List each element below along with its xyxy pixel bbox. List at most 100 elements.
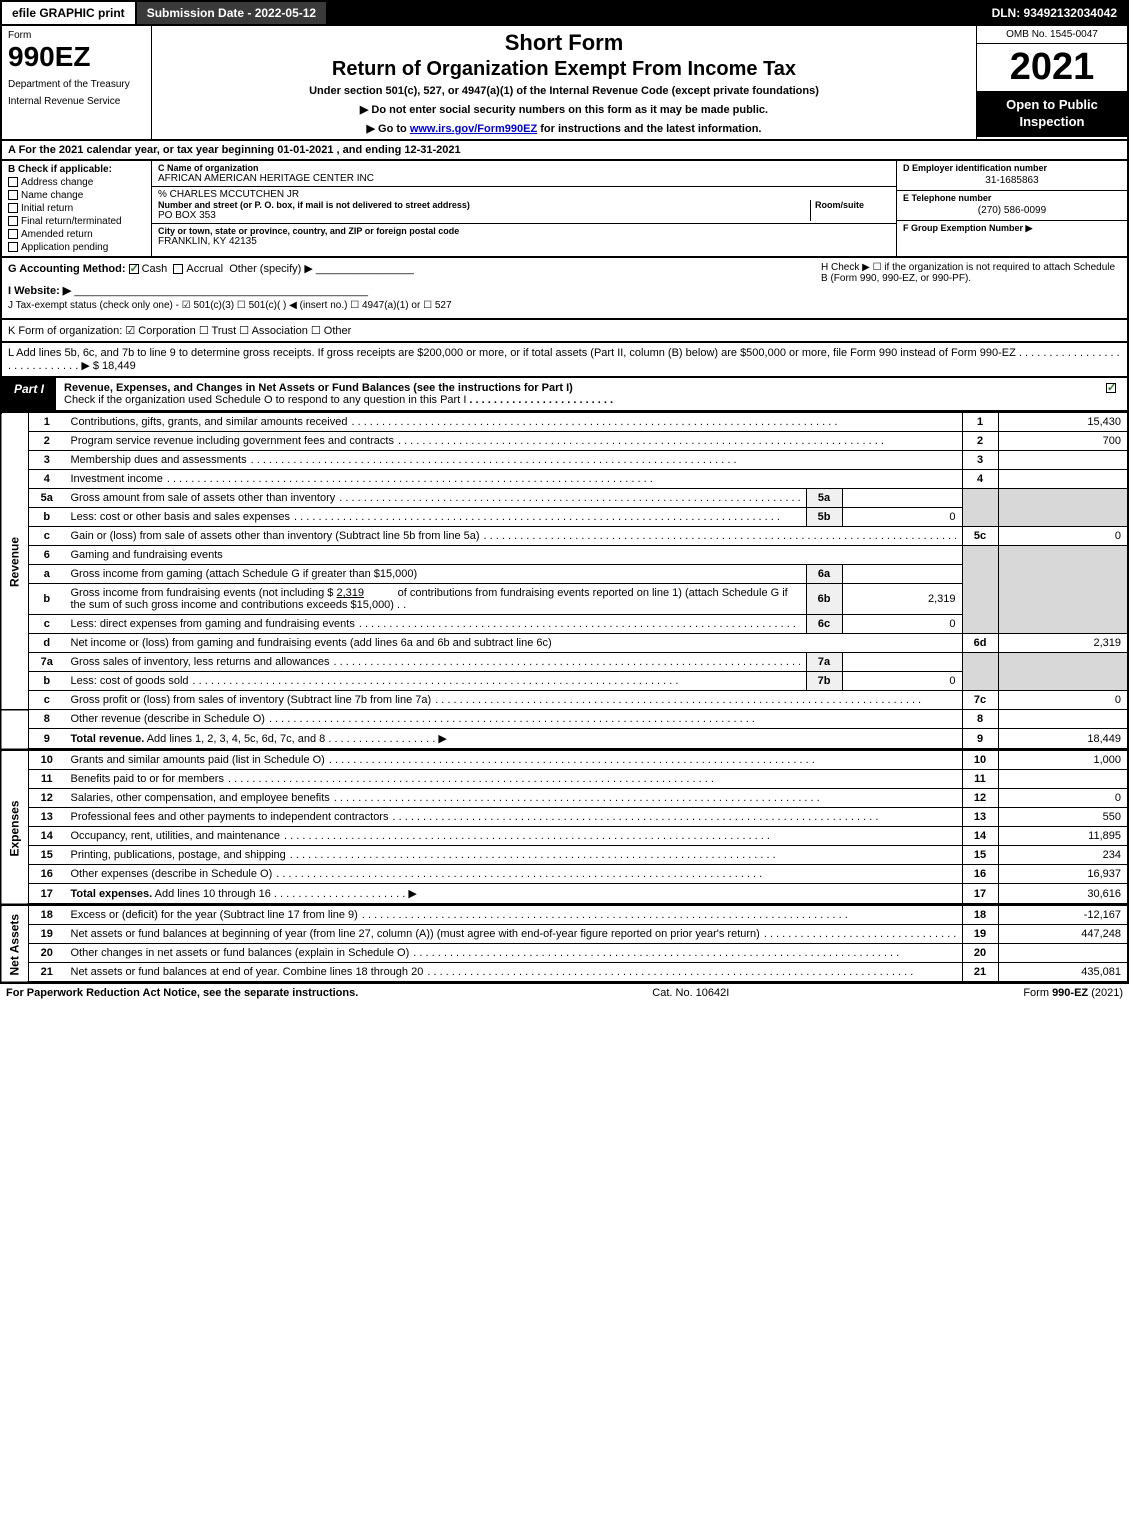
line-7b-num: b <box>29 672 65 691</box>
line-15-ln: 15 <box>962 846 998 865</box>
line-12-desc: Salaries, other compensation, and employ… <box>65 789 963 808</box>
line-3-amount <box>998 451 1128 470</box>
line-7b-sub: 7b <box>806 672 842 691</box>
line-9-amount: 18,449 <box>998 729 1128 750</box>
line-9-desc: Total revenue. Add lines 1, 2, 3, 4, 5c,… <box>65 729 963 750</box>
line-5b-sub: 5b <box>806 508 842 527</box>
care-of: % CHARLES MCCUTCHEN JR <box>158 189 890 200</box>
line-18-amount: -12,167 <box>998 906 1128 925</box>
line-8-desc: Other revenue (describe in Schedule O) <box>65 710 963 729</box>
phone: (270) 586-0099 <box>903 203 1121 218</box>
line-7c-amount: 0 <box>998 691 1128 710</box>
line-21-ln: 21 <box>962 963 998 983</box>
line-8-amount <box>998 710 1128 729</box>
line-6d-desc: Net income or (loss) from gaming and fun… <box>65 634 963 653</box>
gross-receipts-amount: ▶ $ 18,449 <box>81 360 135 372</box>
line-2-ln: 2 <box>962 432 998 451</box>
footer-center: Cat. No. 10642I <box>652 987 729 999</box>
line-1-num: 1 <box>29 413 65 432</box>
line-6b-desc: Gross income from fundraising events (no… <box>65 584 807 615</box>
checkbox-cash[interactable] <box>129 264 139 274</box>
netassets-side-label: Net Assets <box>1 906 29 983</box>
line-1-desc: Contributions, gifts, grants, and simila… <box>65 413 963 432</box>
line-21-desc: Net assets or fund balances at end of ye… <box>65 963 963 983</box>
form-title: Return of Organization Exempt From Incom… <box>158 58 970 81</box>
topbar-spacer <box>326 2 981 24</box>
line-7a-desc: Gross sales of inventory, less returns a… <box>65 653 807 672</box>
line-21-amount: 435,081 <box>998 963 1128 983</box>
line-9-ln: 9 <box>962 729 998 750</box>
line-2-amount: 700 <box>998 432 1128 451</box>
line-10-desc: Grants and similar amounts paid (list in… <box>65 751 963 770</box>
checkbox-initial-return[interactable]: Initial return <box>8 203 145 214</box>
line-20-num: 20 <box>29 944 65 963</box>
line-19-num: 19 <box>29 925 65 944</box>
shade-6-amt <box>998 546 1128 634</box>
checkbox-accrual[interactable] <box>173 264 183 274</box>
line-20-amount <box>998 944 1128 963</box>
efile-print-button[interactable]: efile GRAPHIC print <box>2 2 137 24</box>
line-7c-ln: 7c <box>962 691 998 710</box>
line-6b-num: b <box>29 584 65 615</box>
part1-checkbox[interactable] <box>1098 378 1127 410</box>
checkbox-application-pending[interactable]: Application pending <box>8 242 145 253</box>
line-12-ln: 12 <box>962 789 998 808</box>
group-exemption-label: F Group Exemption Number ▶ <box>903 223 1121 234</box>
checkbox-final-return[interactable]: Final return/terminated <box>8 216 145 227</box>
section-g-h: G Accounting Method: Cash Accrual Other … <box>0 258 1129 320</box>
part1-title: Revenue, Expenses, and Changes in Net As… <box>56 378 1098 410</box>
checkbox-address-change[interactable]: Address change <box>8 177 145 188</box>
checkbox-amended-return[interactable]: Amended return <box>8 229 145 240</box>
line-15-desc: Printing, publications, postage, and shi… <box>65 846 963 865</box>
line-1-ln: 1 <box>962 413 998 432</box>
line-6a-sub: 6a <box>806 565 842 584</box>
checkbox-name-change[interactable]: Name change <box>8 190 145 201</box>
form-subtitle: Under section 501(c), 527, or 4947(a)(1)… <box>158 85 970 97</box>
line-6b-subval: 2,319 <box>842 584 962 615</box>
org-name: AFRICAN AMERICAN HERITAGE CENTER INC <box>158 173 890 184</box>
line-16-num: 16 <box>29 865 65 884</box>
line-4-ln: 4 <box>962 470 998 489</box>
ein-label: D Employer identification number <box>903 163 1121 173</box>
line-7a-num: 7a <box>29 653 65 672</box>
line-14-amount: 11,895 <box>998 827 1128 846</box>
dln-label: DLN: 93492132034042 <box>982 2 1127 24</box>
line-15-num: 15 <box>29 846 65 865</box>
line-3-num: 3 <box>29 451 65 470</box>
line-20-desc: Other changes in net assets or fund bala… <box>65 944 963 963</box>
line-5a-num: 5a <box>29 489 65 508</box>
line-6a-num: a <box>29 565 65 584</box>
omb-number: OMB No. 1545-0047 <box>977 26 1127 44</box>
line-20-ln: 20 <box>962 944 998 963</box>
room-label: Room/suite <box>815 200 890 210</box>
line-5a-subval <box>842 489 962 508</box>
footer-left: For Paperwork Reduction Act Notice, see … <box>6 987 358 999</box>
city-label: City or town, state or province, country… <box>158 226 890 236</box>
line-4-amount <box>998 470 1128 489</box>
line-17-num: 17 <box>29 884 65 905</box>
form-note2: ▶ Go to www.irs.gov/Form990EZ for instru… <box>158 122 970 135</box>
line-11-desc: Benefits paid to or for members <box>65 770 963 789</box>
section-k: K Form of organization: ☑ Corporation ☐ … <box>0 320 1129 343</box>
line-3-ln: 3 <box>962 451 998 470</box>
line-5c-num: c <box>29 527 65 546</box>
footer-right: Form 990-EZ (2021) <box>1023 987 1123 999</box>
irs-link[interactable]: www.irs.gov/Form990EZ <box>410 123 537 135</box>
line-1-amount: 15,430 <box>998 413 1128 432</box>
phone-label: E Telephone number <box>903 193 1121 203</box>
line-7a-sub: 7a <box>806 653 842 672</box>
org-name-label: C Name of organization <box>158 163 890 173</box>
section-g: G Accounting Method: Cash Accrual Other … <box>8 262 821 284</box>
line-2-num: 2 <box>29 432 65 451</box>
line-10-num: 10 <box>29 751 65 770</box>
line-6d-num: d <box>29 634 65 653</box>
line-7a-subval <box>842 653 962 672</box>
line-6b-sub: 6b <box>806 584 842 615</box>
revenue-table: Revenue 1 Contributions, gifts, grants, … <box>0 412 1129 750</box>
line-6d-ln: 6d <box>962 634 998 653</box>
line-8-num: 8 <box>29 710 65 729</box>
line-13-desc: Professional fees and other payments to … <box>65 808 963 827</box>
netassets-table: Net Assets 18 Excess or (deficit) for th… <box>0 905 1129 983</box>
revenue-side2 <box>1 710 29 750</box>
form-header: Form 990EZ Department of the Treasury In… <box>0 26 1129 141</box>
